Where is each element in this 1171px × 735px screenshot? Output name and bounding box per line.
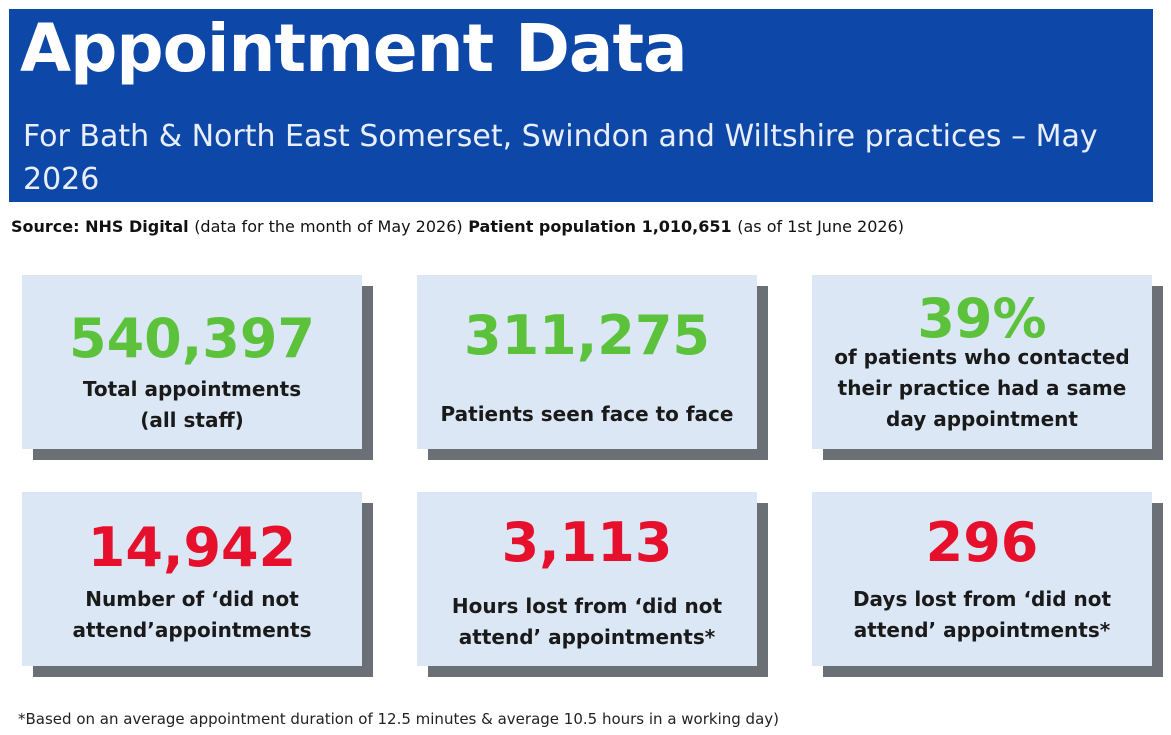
footnote: *Based on an average appointment duratio… — [18, 710, 779, 728]
stat-card-days-lost: 296 Days lost from ‘did not attend’ appo… — [812, 492, 1152, 666]
population-label: Patient population 1,010,651 — [468, 217, 732, 236]
stat-card-face-to-face: 311,275 Patients seen face to face — [417, 275, 757, 449]
stat-value: 540,397 — [69, 307, 315, 370]
header-banner: Appointment Data For Bath & North East S… — [9, 9, 1153, 202]
stat-card-same-day: 39% of patients who contacted their prac… — [812, 275, 1152, 449]
stat-value: 14,942 — [87, 516, 297, 579]
stat-label: day appointment — [886, 407, 1078, 431]
stat-label: attend’ appointments* — [853, 618, 1111, 642]
stat-value: 39% — [917, 287, 1047, 350]
stat-card-total-appointments: 540,397 Total appointments (all staff) — [22, 275, 362, 449]
stat-value: 296 — [925, 511, 1039, 574]
page-title: Appointment Data — [20, 10, 688, 87]
page-subtitle: For Bath & North East Somerset, Swindon … — [23, 119, 1098, 197]
stat-value: 311,275 — [464, 304, 710, 367]
stat-value: 3,113 — [501, 511, 673, 574]
stat-label: Number of ‘did not — [85, 587, 299, 611]
stat-label: attend’appointments — [72, 618, 312, 642]
stat-card-hours-lost: 3,113 Hours lost from ‘did not attend’ a… — [417, 492, 757, 666]
stat-label: Patients seen face to face — [440, 402, 734, 426]
source-line: Source: NHS Digital (data for the month … — [11, 217, 904, 236]
stat-label: (all staff) — [140, 408, 244, 432]
stat-label: Days lost from ‘did not — [852, 587, 1112, 611]
stat-label: of patients who contacted — [834, 345, 1130, 369]
stat-label: attend’ appointments* — [458, 625, 716, 649]
source-note: (data for the month of May 2026) — [194, 217, 463, 236]
population-note: (as of 1st June 2026) — [737, 217, 904, 236]
stat-label: Total appointments — [82, 377, 302, 401]
stat-card-dna-count: 14,942 Number of ‘did not attend’appoint… — [22, 492, 362, 666]
stat-label: Hours lost from ‘did not — [451, 594, 723, 618]
source-label: Source: NHS Digital — [11, 217, 189, 236]
stat-label: their practice had a same — [837, 376, 1127, 400]
